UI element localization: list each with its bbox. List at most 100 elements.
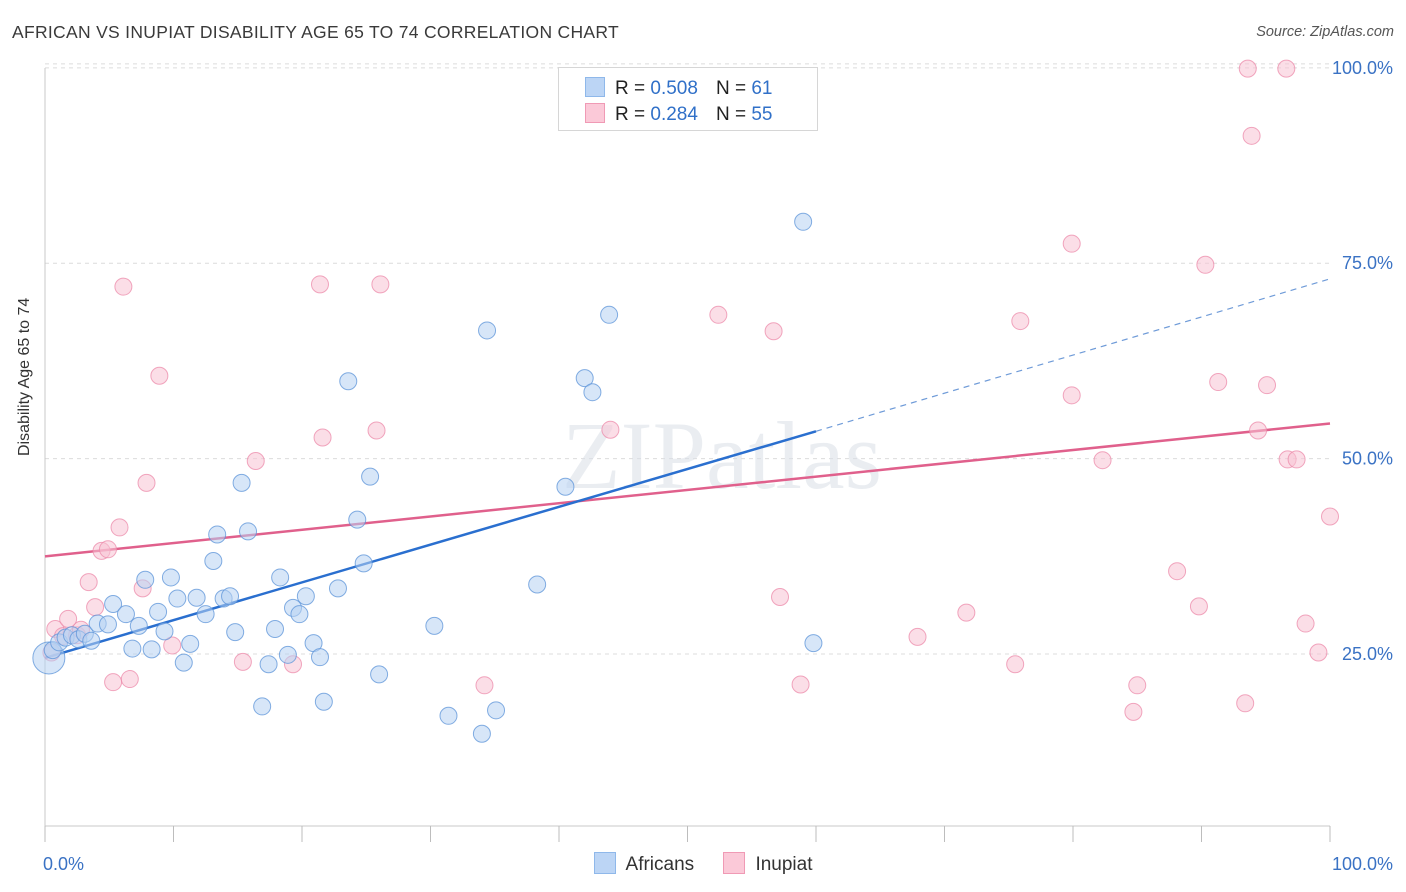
n-label: N = — [715, 104, 747, 125]
data-point-inupiat — [1309, 643, 1328, 662]
data-point-africans — [232, 473, 251, 492]
chart-title: AFRICAN VS INUPIAT DISABILITY AGE 65 TO … — [12, 22, 620, 42]
y-tick-label: 75.0% — [1342, 253, 1393, 273]
data-point-africans — [226, 623, 245, 642]
data-point-inupiat — [150, 366, 169, 385]
data-point-africans — [425, 616, 444, 635]
data-point-inupiat — [475, 676, 494, 695]
data-point-inupiat — [79, 573, 98, 592]
data-point-inupiat — [1062, 234, 1081, 253]
data-point-inupiat — [1189, 597, 1208, 616]
data-point-africans — [266, 620, 285, 639]
data-point-africans — [168, 589, 187, 608]
data-point-africans — [208, 525, 227, 544]
data-point-inupiat — [313, 428, 332, 447]
y-tick-label: 100.0% — [1332, 58, 1393, 78]
tick-labels: 25.0% 50.0% 75.0% 100.0% 0.0% 100.0% — [43, 58, 1393, 874]
data-point-africans — [804, 634, 823, 653]
data-point-africans — [187, 588, 206, 607]
data-point-inupiat — [1196, 255, 1215, 274]
data-point-inupiat — [1006, 655, 1025, 674]
data-point-inupiat — [1168, 562, 1187, 581]
x-tick-label: 0.0% — [43, 854, 84, 874]
data-point-africans — [354, 554, 373, 573]
data-point-inupiat — [1124, 702, 1143, 721]
data-point-africans — [271, 568, 290, 587]
data-point-africans — [314, 692, 333, 711]
y-axis-label: Disability Age 65 to 74 — [16, 297, 33, 456]
data-point-inupiat — [791, 675, 810, 694]
legend-swatch — [593, 852, 616, 874]
data-point-inupiat — [1258, 376, 1277, 395]
data-point-africans — [82, 631, 101, 650]
data-point-inupiat — [120, 670, 139, 689]
data-point-africans — [204, 552, 223, 571]
data-point-africans — [98, 615, 117, 634]
legend-label: Africans — [625, 854, 695, 875]
grid-lines — [45, 63, 1330, 655]
data-point-inupiat — [1287, 450, 1306, 469]
data-point-africans — [123, 639, 142, 658]
data-point-inupiat — [1011, 312, 1030, 331]
r-value: 0.508 — [650, 78, 698, 99]
data-point-africans — [439, 706, 458, 725]
data-point-africans — [528, 575, 547, 594]
legend-row-inupiat: R = 0.284 N = 55 — [585, 103, 772, 127]
data-point-inupiat — [98, 540, 117, 559]
data-point-africans — [116, 605, 135, 624]
data-point-africans — [253, 697, 272, 716]
data-points — [32, 59, 1339, 743]
series-legend: Africans Inupiat — [0, 852, 1406, 876]
data-point-inupiat — [1093, 451, 1112, 470]
x-tick-label: 100.0% — [1332, 854, 1393, 874]
data-point-inupiat — [104, 673, 123, 692]
legend-item-inupiat[interactable]: Inupiat — [723, 852, 812, 876]
legend-item-africans[interactable]: Africans — [593, 852, 695, 876]
legend-row-africans: R = 0.508 N = 61 — [585, 77, 772, 101]
data-point-inupiat — [1249, 421, 1268, 440]
data-point-africans — [259, 655, 278, 674]
data-point-africans — [478, 321, 497, 340]
data-point-africans — [239, 522, 258, 541]
r-value: 0.284 — [650, 104, 698, 125]
data-point-inupiat — [110, 518, 129, 537]
data-point-inupiat — [371, 275, 390, 294]
data-point-africans — [196, 605, 215, 624]
data-point-inupiat — [908, 627, 927, 646]
data-point-africans — [487, 701, 506, 720]
n-label: N = — [715, 78, 747, 99]
data-point-africans — [136, 570, 155, 589]
data-point-inupiat — [1128, 676, 1147, 695]
data-point-inupiat — [601, 420, 620, 439]
data-point-africans — [290, 605, 309, 624]
data-point-inupiat — [1321, 507, 1339, 526]
data-point-africans — [600, 305, 619, 324]
data-point-inupiat — [1296, 614, 1315, 633]
data-point-africans — [583, 383, 602, 402]
trend-line-inupiat — [44, 422, 1331, 558]
data-point-inupiat — [1062, 386, 1081, 405]
data-point-inupiat — [163, 636, 182, 655]
data-point-inupiat — [367, 421, 386, 440]
legend-swatch-africans — [585, 77, 605, 97]
data-point-africans — [472, 724, 491, 743]
trend-line-africans — [44, 430, 817, 660]
data-point-africans — [221, 587, 240, 606]
data-point-africans — [296, 587, 315, 606]
data-point-africans — [161, 568, 180, 587]
data-point-africans — [575, 369, 594, 388]
data-point-africans — [142, 640, 161, 659]
source-label: Source: ZipAtlas.com — [1256, 24, 1394, 40]
data-point-inupiat — [1236, 694, 1255, 713]
data-point-inupiat — [310, 275, 329, 294]
y-tick-label: 50.0% — [1342, 449, 1393, 469]
y-tick-label: 25.0% — [1342, 644, 1393, 664]
legend-swatch-inupiat — [585, 103, 605, 123]
data-point-africans — [129, 616, 148, 635]
legend-label: Inupiat — [755, 854, 813, 875]
data-point-inupiat — [1238, 59, 1257, 78]
data-point-africans — [155, 622, 174, 641]
n-value: 61 — [751, 78, 773, 99]
r-label: R = — [615, 78, 646, 99]
